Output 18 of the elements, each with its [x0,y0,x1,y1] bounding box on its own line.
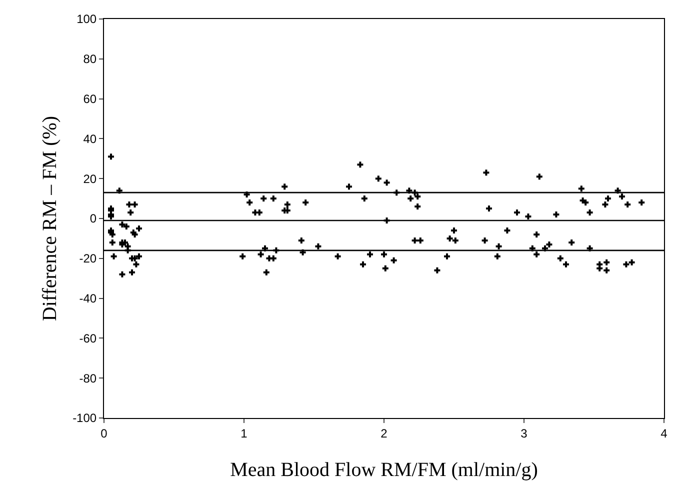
x-axis-title: Mean Blood Flow RM/FM (ml/min/g) [230,458,538,481]
x-tick-label: 4 [660,426,668,440]
y-tick-label: -100 [72,411,97,426]
y-axis-title: Difference RM – FM (%) [39,116,62,322]
y-tick-label: -40 [79,292,97,306]
y-tick-label: -20 [79,252,97,266]
y-tick-label: 100 [76,12,97,26]
y-tick-label: -60 [79,331,97,346]
y-tick-label: 40 [83,132,97,146]
x-tick-label: 3 [520,426,528,440]
y-tick-label: 0 [90,212,97,226]
y-tick-label: -80 [79,371,97,386]
y-tick-label: 60 [83,92,97,106]
x-tick-label: 2 [380,426,388,440]
y-tick-label: 80 [83,52,97,66]
x-tick-label: 1 [240,426,248,440]
x-tick-label: 0 [100,426,108,440]
y-tick-label: 20 [83,172,97,186]
